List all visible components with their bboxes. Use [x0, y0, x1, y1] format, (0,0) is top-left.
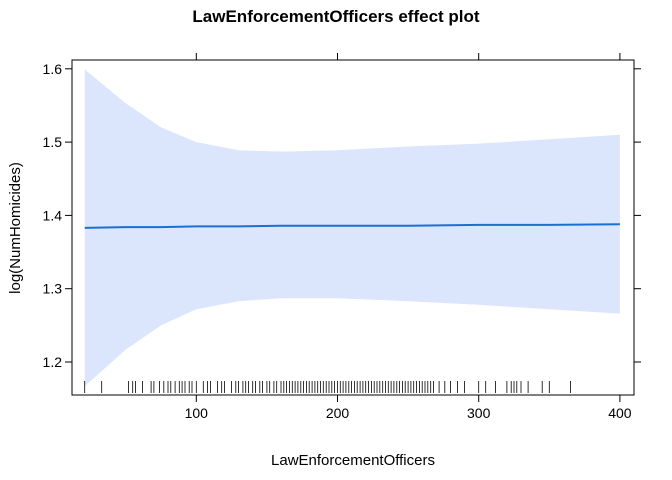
fit-line-layer	[84, 223, 620, 229]
x-tick-label: 400	[608, 405, 632, 421]
y-tick-label: 1.2	[43, 354, 63, 370]
y-tick-label: 1.6	[43, 61, 63, 77]
y-tick-label: 1.4	[43, 207, 63, 223]
x-axis: 100 200 300 400	[185, 53, 632, 421]
x-tick-label: 300	[467, 405, 491, 421]
y-axis: 1.2 1.3 1.4 1.5 1.6	[43, 61, 641, 370]
y-axis-label: log(NumHomicides)	[7, 162, 24, 294]
y-tick-label: 1.3	[43, 281, 63, 297]
y-tick-label: 1.5	[43, 134, 63, 150]
confidence-band	[84, 69, 620, 387]
confidence-band-layer	[84, 69, 620, 387]
x-tick-label: 200	[326, 405, 350, 421]
x-axis-label: LawEnforcementOfficers	[271, 452, 435, 469]
fit-line	[84, 223, 620, 229]
rug-layer	[84, 381, 571, 393]
x-tick-label: 100	[185, 405, 209, 421]
chart-title: LawEnforcementOfficers effect plot	[192, 7, 480, 26]
plot-frame	[71, 59, 635, 396]
